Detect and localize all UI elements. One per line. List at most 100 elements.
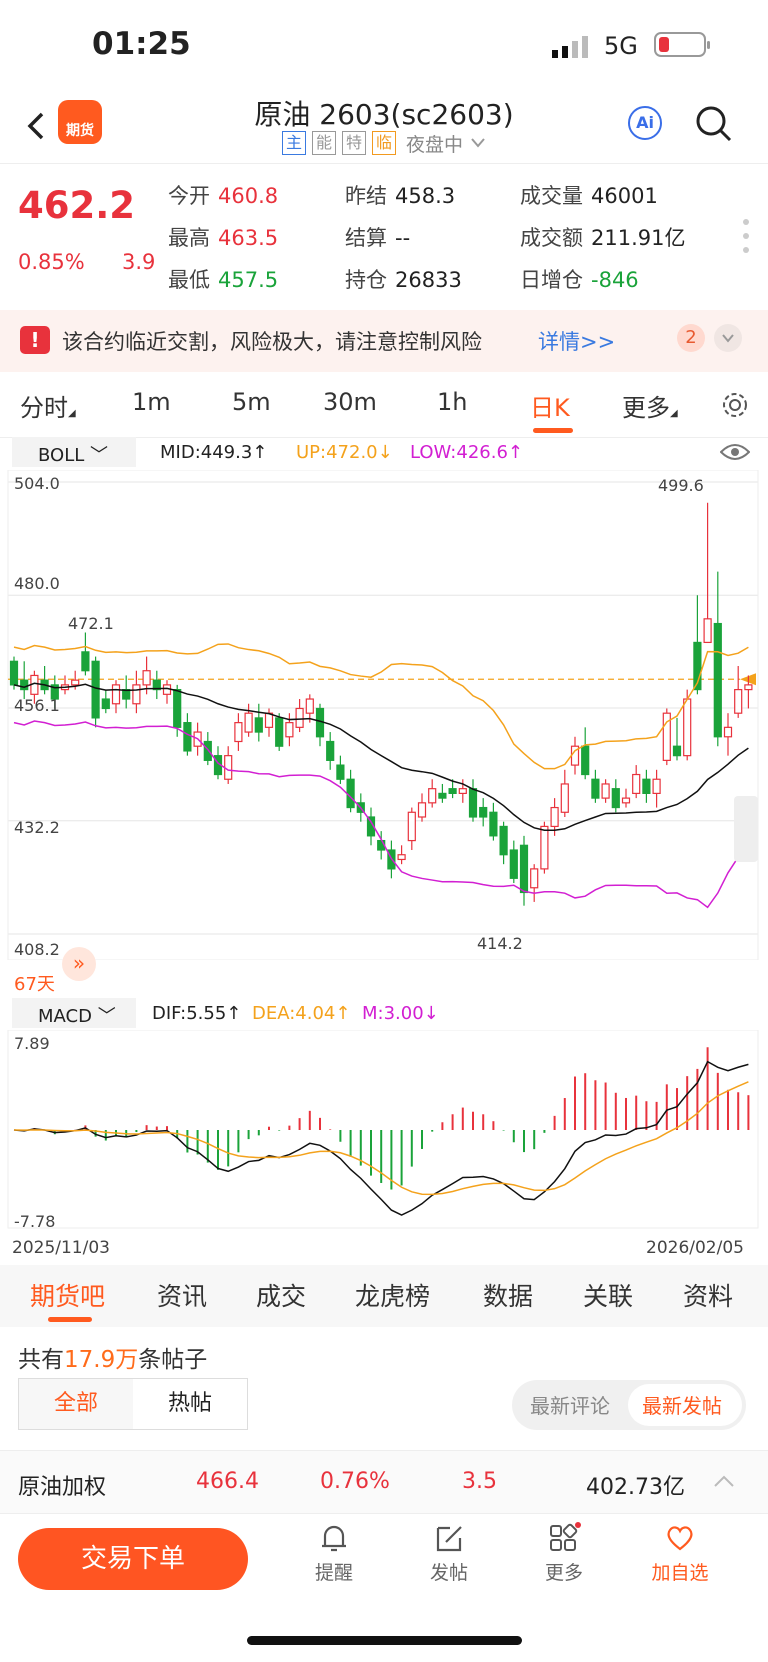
- contract-title[interactable]: 原油 2603(sc2603): [254, 98, 514, 131]
- last-price: 462.2: [18, 184, 136, 227]
- quote-field-label: 日增仓: [520, 268, 583, 292]
- candle-body: [417, 802, 427, 818]
- more-button[interactable]: 更多: [524, 1522, 604, 1585]
- change-value: 3.9: [122, 250, 156, 274]
- quote-field-label: 最低: [168, 268, 210, 292]
- quote-field-label: 昨结: [345, 184, 387, 208]
- eye-icon[interactable]: [720, 442, 750, 462]
- signal-icon: [552, 36, 588, 58]
- quote-field-value: 460.8: [218, 184, 279, 208]
- quote-field-value: 211.91亿: [591, 226, 686, 250]
- side-collapse-handle[interactable]: [734, 796, 758, 862]
- candle-body: [713, 622, 722, 738]
- tag-special: 特: [342, 131, 366, 155]
- candle-body: [723, 726, 733, 738]
- candle-body: [662, 712, 671, 761]
- candle-body: [326, 740, 335, 761]
- search-icon[interactable]: [694, 104, 734, 144]
- candle-body: [519, 844, 529, 894]
- alert-details-link[interactable]: 详情>>: [538, 330, 616, 354]
- candle-body: [224, 755, 233, 780]
- quote-field-label: 持仓: [345, 268, 387, 292]
- chart-frame: [7, 470, 759, 960]
- sort-latest-comment[interactable]: 最新评论: [530, 1394, 610, 1418]
- chevron-down-icon[interactable]: [469, 136, 487, 150]
- candle-body: [122, 688, 131, 700]
- macd-m: M:3.00↓: [362, 1003, 439, 1024]
- tab-daily-k[interactable]: 日K: [530, 394, 570, 422]
- expand-chevron-icon[interactable]: [714, 324, 742, 352]
- related-contract-bar[interactable]: 原油加权 466.4 0.76% 3.5 402.73亿: [0, 1450, 768, 1514]
- back-arrow-icon[interactable]: [22, 106, 52, 146]
- status-bar: 01:25 5G: [0, 0, 768, 90]
- kline-chart[interactable]: [0, 470, 768, 960]
- macd-indicator-select[interactable]: MACD ﹀: [12, 998, 136, 1028]
- quote-field-label: 今开: [168, 184, 210, 208]
- days-label: 67天: [14, 974, 55, 995]
- tab-5m[interactable]: 5m: [232, 388, 271, 416]
- kline-svg[interactable]: [0, 470, 768, 960]
- candle-body: [550, 806, 559, 828]
- related-amount: 402.73亿: [586, 1475, 685, 1500]
- candle-body: [428, 788, 437, 804]
- candle-body: [9, 660, 19, 686]
- candle-body: [540, 825, 549, 870]
- candle-body: [81, 651, 90, 672]
- filter-all[interactable]: 全部: [19, 1379, 133, 1429]
- boll-low: LOW:426.6↑: [410, 442, 523, 463]
- quote-field-value: 457.5: [218, 268, 279, 292]
- x-end-date: 2026/02/05: [646, 1238, 744, 1258]
- fast-forward-icon[interactable]: »: [62, 947, 96, 981]
- tab-timeshare[interactable]: 分时◢: [20, 394, 76, 422]
- tab-forum[interactable]: 期货吧: [30, 1282, 106, 1311]
- alert-button[interactable]: 提醒: [294, 1522, 374, 1585]
- candle-body: [672, 745, 682, 757]
- tab-info[interactable]: 资料: [683, 1282, 734, 1311]
- quote-field: 成交额 211.91亿: [520, 222, 685, 252]
- alert-count-badge[interactable]: 2: [677, 324, 705, 352]
- tab-30m[interactable]: 30m: [323, 388, 377, 416]
- candle-body: [703, 618, 712, 644]
- candle-body: [203, 740, 212, 761]
- candle-body: [479, 806, 488, 818]
- macd-chart[interactable]: [0, 1030, 768, 1230]
- quote-field: 今开 460.8: [168, 180, 278, 210]
- tab-data[interactable]: 数据: [483, 1282, 534, 1311]
- chevron-up-icon[interactable]: [712, 1473, 736, 1489]
- tab-1h[interactable]: 1h: [437, 388, 468, 416]
- related-change: 3.5: [462, 1469, 497, 1494]
- boll-mid: MID:449.3↑: [160, 442, 268, 463]
- quote-field: 结算 --: [345, 222, 410, 252]
- macd-dif-line: [13, 1060, 749, 1216]
- tab-dragon-tiger[interactable]: 龙虎榜: [355, 1282, 431, 1311]
- tab-related[interactable]: 关联: [583, 1282, 634, 1311]
- y-tick-4: 408.2: [14, 940, 60, 959]
- tab-news[interactable]: 资讯: [157, 1282, 208, 1311]
- period-tabs: 分时◢ 1m 5m 30m 1h 日K 更多◢: [0, 374, 768, 438]
- quote-field: 日增仓 -846: [520, 264, 639, 294]
- boll-indicator-select[interactable]: BOLL ﹀: [12, 437, 136, 467]
- settings-gear-icon[interactable]: [720, 390, 750, 420]
- post-button[interactable]: 发帖: [409, 1522, 489, 1585]
- candle-body: [621, 797, 631, 804]
- trade-order-button[interactable]: 交易下单: [18, 1528, 248, 1590]
- tab-1m[interactable]: 1m: [132, 388, 171, 416]
- warning-icon: !: [20, 326, 50, 354]
- sort-latest-post[interactable]: 最新发帖: [642, 1394, 722, 1418]
- candle-body: [744, 684, 753, 691]
- ai-assistant-icon[interactable]: Ai: [628, 106, 662, 140]
- candle-body: [530, 868, 539, 889]
- tab-more[interactable]: 更多◢: [622, 394, 678, 422]
- candle-body: [101, 698, 110, 710]
- candle-body: [183, 722, 192, 752]
- candle-body: [611, 788, 620, 809]
- session-status[interactable]: 夜盘中: [406, 133, 464, 156]
- candle-body: [560, 783, 569, 813]
- macd-svg[interactable]: [0, 1030, 768, 1230]
- related-pct: 0.76%: [320, 1469, 390, 1494]
- tab-trades[interactable]: 成交: [256, 1282, 307, 1311]
- filter-hot[interactable]: 热帖: [167, 1391, 212, 1416]
- candle-body: [254, 717, 263, 733]
- more-dots-icon[interactable]: [742, 216, 750, 256]
- add-watchlist-button[interactable]: 加自选: [640, 1522, 720, 1585]
